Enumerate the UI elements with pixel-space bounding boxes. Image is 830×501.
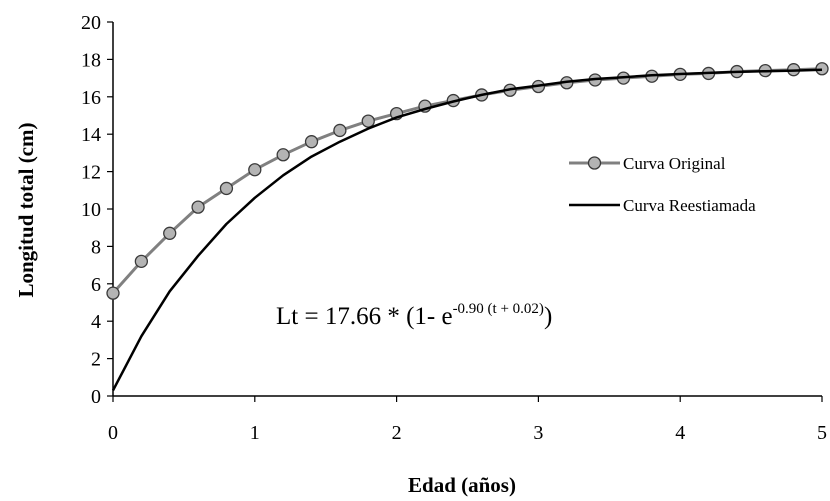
y-tick-label: 0 <box>91 386 101 408</box>
legend-label-2: Curva Reestiamada <box>623 196 756 215</box>
x-tick-label: 0 <box>108 422 118 444</box>
y-tick-label: 8 <box>91 236 101 258</box>
x-tick-label: 4 <box>675 422 685 444</box>
y-tick-label: 4 <box>91 311 101 333</box>
legend-label-1: Curva Original <box>623 154 726 173</box>
equation-annotation: Lt = 17.66 * (1- e-0.90 (t + 0.02)) <box>276 301 552 330</box>
x-tick-label: 5 <box>817 422 827 444</box>
data-point <box>134 254 149 269</box>
x-axis-title: Edad (años) <box>408 473 516 497</box>
equation-base: Lt = 17.66 * (1- e <box>276 303 453 330</box>
legend: Curva Original Curva Reestiamada <box>569 154 756 215</box>
x-tick-label: 1 <box>250 422 260 444</box>
data-point <box>106 286 120 300</box>
equation-exponent: -0.90 (t + 0.02) <box>453 301 544 317</box>
x-tick-label: 3 <box>533 422 543 444</box>
data-point <box>248 163 262 177</box>
data-point <box>219 181 234 196</box>
y-tick-label: 18 <box>81 49 101 71</box>
data-point <box>163 226 177 240</box>
data-point <box>333 123 347 138</box>
y-tick-label: 2 <box>91 349 101 371</box>
legend-marker-1 <box>587 156 602 170</box>
series-line-2 <box>111 68 823 391</box>
data-point <box>191 200 205 214</box>
y-tick-label: 10 <box>81 199 101 221</box>
y-tick-label: 14 <box>81 124 101 146</box>
y-axis-title: Longitud total (cm) <box>14 123 38 298</box>
series-line-1 <box>111 67 823 295</box>
equation-close: ) <box>544 303 552 330</box>
data-point <box>361 114 375 128</box>
y-tick-label: 16 <box>81 87 101 109</box>
series-layer <box>106 62 829 391</box>
data-point <box>276 148 290 162</box>
data-point <box>304 135 319 149</box>
y-tick-label: 6 <box>91 274 101 296</box>
x-tick-label: 2 <box>392 422 402 444</box>
y-tick-label: 20 <box>81 12 101 34</box>
y-tick-label: 12 <box>81 162 101 184</box>
